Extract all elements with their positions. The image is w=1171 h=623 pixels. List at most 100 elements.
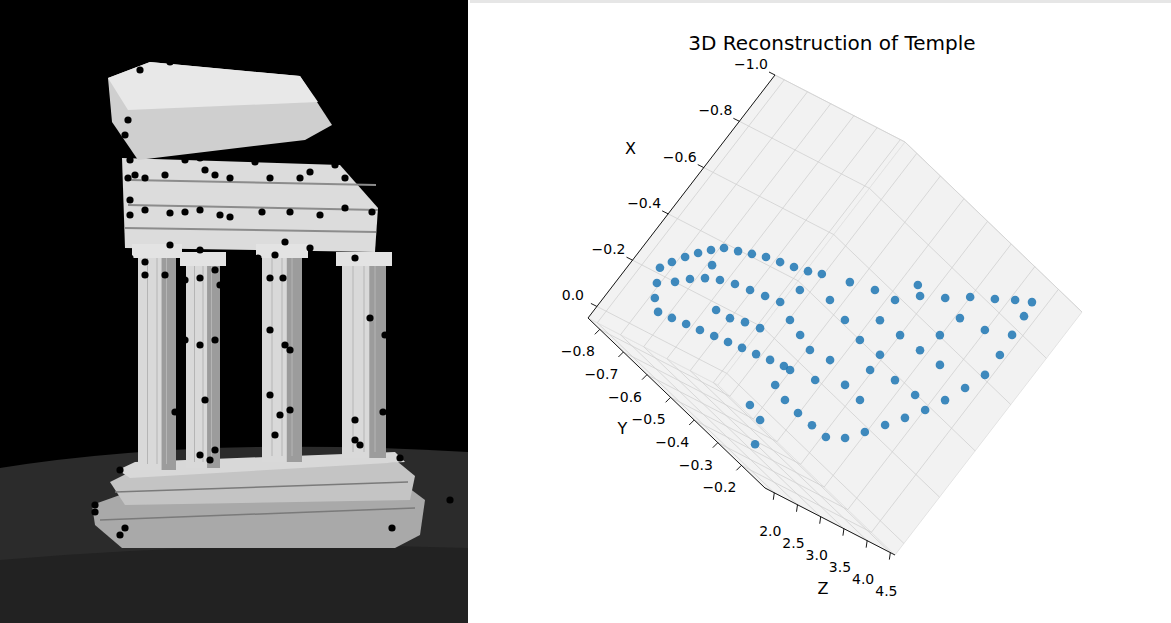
- keypoint: [196, 154, 203, 161]
- point: [916, 292, 925, 301]
- tick-label: −0.4: [655, 434, 689, 450]
- point: [876, 316, 885, 325]
- grid-line: [871, 289, 1058, 532]
- keypoint: [286, 346, 293, 353]
- keypoint: [331, 161, 338, 168]
- point: [701, 274, 710, 283]
- point: [671, 278, 680, 287]
- keypoint: [124, 174, 131, 181]
- keypoint: [181, 156, 188, 163]
- column-flute: [375, 266, 376, 452]
- tick-mark: [797, 505, 798, 512]
- keypoint: [116, 531, 123, 538]
- grid-line: [671, 397, 801, 464]
- keypoint: [206, 456, 213, 463]
- keypoint: [356, 441, 363, 448]
- keypoint: [254, 254, 261, 261]
- point: [786, 366, 795, 375]
- point: [956, 314, 965, 323]
- keypoint: [141, 206, 148, 213]
- point: [871, 286, 880, 295]
- tick-label: −0.7: [584, 366, 618, 382]
- point: [766, 356, 775, 365]
- tick-label: 2.5: [782, 535, 804, 551]
- keypoint: [351, 416, 358, 423]
- entablature-band: [130, 180, 376, 185]
- texts: −1.0−0.8−0.6−0.4−0.20.0−0.8−0.7−0.6−0.5−…: [561, 31, 976, 599]
- grid-line: [667, 359, 844, 529]
- keypoint: [121, 131, 128, 138]
- point: [911, 391, 920, 400]
- tick-label: −0.6: [608, 389, 642, 405]
- keypoint: [306, 244, 313, 251]
- plot-background: [470, 0, 1171, 623]
- keypoint: [196, 341, 203, 348]
- grid-line: [763, 327, 940, 497]
- column-flute: [147, 258, 148, 464]
- tick-label: −0.5: [632, 411, 666, 427]
- tick-mark: [662, 211, 668, 214]
- step-edge: [100, 508, 415, 520]
- keypoint: [166, 241, 173, 248]
- point: [866, 366, 875, 375]
- grid-line: [824, 244, 1011, 487]
- keypoint: [141, 174, 148, 181]
- keypoint: [196, 451, 203, 458]
- grid-line: [644, 104, 831, 347]
- ground-shade: [0, 546, 468, 623]
- chart-title: 3D Reconstruction of Temple: [688, 31, 975, 55]
- grid-line: [621, 335, 798, 505]
- photo-background: [0, 0, 468, 623]
- point: [981, 371, 990, 380]
- grid-line: [718, 443, 848, 510]
- keypoint: [279, 274, 286, 281]
- tick-label: −0.8: [698, 102, 732, 118]
- grid-line: [597, 323, 774, 493]
- point: [741, 318, 750, 327]
- axes3d: [588, 72, 1082, 560]
- x-axis-line: [588, 75, 775, 318]
- point: [731, 280, 740, 289]
- keypoint: [276, 411, 283, 418]
- keypoint: [381, 331, 388, 338]
- keypoint: [379, 408, 386, 415]
- point: [1020, 312, 1029, 321]
- y-axis-title: Y: [617, 419, 628, 438]
- photo: [0, 0, 468, 623]
- grid-line: [600, 329, 730, 396]
- points: [651, 244, 1037, 449]
- grid: [597, 75, 1082, 553]
- point: [891, 296, 900, 305]
- point: [751, 440, 760, 449]
- keypoint: [211, 171, 218, 178]
- keypoint: [226, 256, 233, 263]
- tick-label: 4.5: [875, 583, 897, 599]
- point: [738, 344, 747, 353]
- point: [1028, 298, 1037, 307]
- point: [996, 351, 1005, 360]
- point: [808, 421, 817, 430]
- grid-line: [834, 235, 1011, 405]
- column: [342, 258, 386, 458]
- column-flute: [364, 266, 365, 452]
- keypoint: [316, 211, 323, 218]
- point: [694, 249, 703, 258]
- grid-line: [798, 281, 975, 451]
- point: [936, 361, 945, 370]
- point: [861, 428, 870, 437]
- keypoint: [196, 246, 203, 253]
- keypoint: [341, 204, 348, 211]
- point: [656, 264, 665, 273]
- pane: [718, 142, 1082, 555]
- point: [1008, 331, 1017, 340]
- grid-line: [777, 199, 964, 442]
- point: [776, 298, 785, 307]
- keypoint: [121, 524, 128, 531]
- column-capital: [180, 252, 226, 266]
- keypoint: [131, 171, 138, 178]
- point: [781, 396, 790, 405]
- point: [776, 258, 785, 267]
- point: [846, 278, 855, 287]
- column: [262, 250, 302, 462]
- keypoint: [286, 406, 293, 413]
